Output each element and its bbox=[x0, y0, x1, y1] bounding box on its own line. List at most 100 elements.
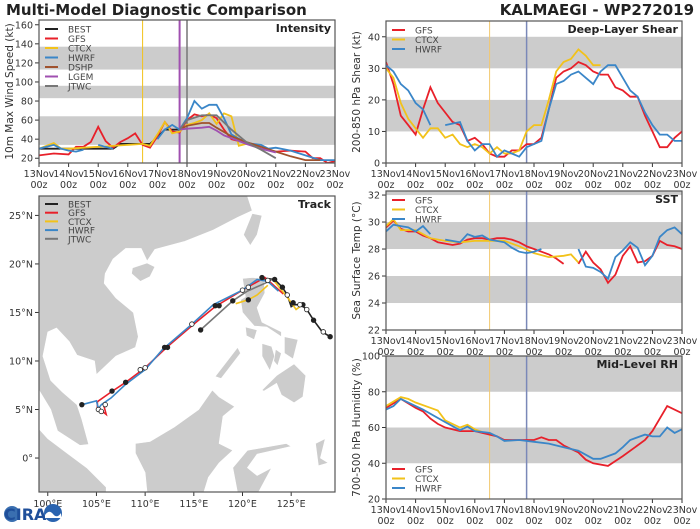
cira-logo: CIRA bbox=[4, 504, 62, 524]
land-polygon bbox=[261, 343, 275, 372]
track-marker bbox=[109, 388, 115, 394]
legend-label: HWRF bbox=[415, 485, 442, 495]
panel-title: Deep-Layer Shear bbox=[567, 23, 678, 36]
y-tick-label: 40 bbox=[21, 135, 33, 146]
track-marker bbox=[239, 287, 246, 293]
x-tick-label-hour: 00z bbox=[407, 347, 424, 358]
y-tick-label: 80 bbox=[21, 97, 33, 108]
intensity-panel: 2040608010012014016013Nov00z14Nov00z15No… bbox=[4, 19, 351, 191]
x-tick-label-date: 19Nov bbox=[548, 336, 579, 347]
x-tick-label-hour: 00z bbox=[644, 516, 661, 525]
x-tick-label-date: 22Nov bbox=[637, 336, 668, 347]
x-tick-label-date: 15Nov bbox=[430, 169, 461, 180]
x-tick-label-date: 18Nov bbox=[172, 169, 203, 180]
land-polygon bbox=[39, 428, 107, 492]
y-tick-label: 32 bbox=[368, 191, 380, 202]
x-tick-label-date: 22Nov bbox=[637, 505, 668, 516]
series-line-gfs bbox=[386, 397, 682, 467]
legend-label: GFS bbox=[415, 197, 433, 207]
legend-label: GFS bbox=[68, 209, 86, 219]
x-tick-label-date: 20Nov bbox=[578, 336, 609, 347]
x-tick-label-date: 19Nov bbox=[548, 169, 579, 180]
land-polygon bbox=[39, 196, 253, 446]
lat-tick-label: 25°N bbox=[9, 211, 33, 222]
panel-title: Mid-Level RH bbox=[596, 358, 678, 371]
land-polygon bbox=[284, 336, 299, 360]
track-marker bbox=[122, 379, 129, 386]
y-tick-label: 20 bbox=[21, 154, 33, 165]
x-tick-label-hour: 00z bbox=[60, 180, 77, 191]
figure-title: Multi-Model Diagnostic Comparison bbox=[6, 1, 307, 19]
x-tick-label-date: 23Nov bbox=[320, 169, 351, 180]
panel-title: SST bbox=[655, 193, 678, 206]
track-marker bbox=[290, 300, 296, 306]
x-tick-label-hour: 00z bbox=[555, 180, 572, 191]
lon-tick-label: 110°E bbox=[131, 499, 160, 510]
legend-label: HWRF bbox=[68, 54, 95, 64]
x-tick-label-hour: 00z bbox=[466, 180, 483, 191]
x-tick-label-date: 21Nov bbox=[607, 336, 638, 347]
y-tick-label: 40 bbox=[368, 459, 380, 470]
shaded-band bbox=[386, 222, 682, 250]
track-marker bbox=[197, 327, 204, 333]
land-polygon bbox=[214, 346, 241, 379]
legend-label: CTCX bbox=[68, 218, 92, 228]
logo-text: CIRA bbox=[4, 505, 47, 524]
y-axis-label: 200-850 hPa Shear (kt) bbox=[351, 31, 363, 153]
lon-tick-label: 125°E bbox=[277, 499, 306, 510]
x-tick-label-date: 13Nov bbox=[371, 505, 402, 516]
x-tick-label-hour: 00z bbox=[437, 347, 454, 358]
lon-tick-label: 100°E bbox=[33, 499, 62, 510]
legend-label: GFS bbox=[68, 35, 86, 45]
x-tick-label-date: 18Nov bbox=[519, 336, 550, 347]
x-tick-label-date: 13Nov bbox=[371, 336, 402, 347]
legend-label: HWRF bbox=[415, 46, 442, 56]
lat-tick-label: 15°N bbox=[9, 308, 33, 319]
x-tick-label-date: 16Nov bbox=[459, 505, 490, 516]
shear-panel: 01020304013Nov00z14Nov00z15Nov00z16Nov00… bbox=[351, 20, 698, 191]
track-marker bbox=[142, 365, 148, 371]
series-line-hwrf bbox=[577, 226, 682, 281]
panel-title: Intensity bbox=[276, 22, 331, 35]
lon-tick-label: 120°E bbox=[228, 499, 257, 510]
y-tick-label: 60 bbox=[21, 116, 33, 127]
x-tick-label-date: 16Nov bbox=[459, 336, 490, 347]
track-panel: 100°E 105°E 110°E 115°E 120°E 125°E 0° 5°N 10°N 1… bbox=[9, 195, 336, 510]
legend-label: CTCX bbox=[415, 475, 439, 485]
x-tick-label-hour: 00z bbox=[407, 516, 424, 525]
legend-label: JTWC bbox=[67, 83, 91, 93]
x-tick-label-hour: 00z bbox=[377, 516, 394, 525]
x-tick-label-date: 18Nov bbox=[519, 169, 550, 180]
x-tick-label-date: 21Nov bbox=[607, 169, 638, 180]
shaded-band bbox=[386, 356, 682, 392]
legend-label: DSHP bbox=[68, 64, 93, 74]
lon-tick-label: 115°E bbox=[179, 499, 208, 510]
x-tick-label-date: 15Nov bbox=[430, 505, 461, 516]
track-marker bbox=[279, 284, 286, 290]
track-marker bbox=[216, 302, 222, 309]
legend-label: LGEM bbox=[68, 73, 93, 83]
x-tick-label-date: 14Nov bbox=[400, 169, 431, 180]
axes-frame bbox=[38, 195, 336, 493]
y-tick-label: 30 bbox=[368, 64, 380, 75]
series-line-hwrf bbox=[386, 397, 682, 460]
track-marker bbox=[189, 321, 195, 327]
x-tick-label-hour: 00z bbox=[466, 347, 483, 358]
sst-panel: 22242628303213Nov00z14Nov00z15Nov00z16No… bbox=[351, 190, 698, 358]
x-tick-label-hour: 00z bbox=[30, 180, 47, 191]
x-tick-label-hour: 00z bbox=[90, 180, 107, 191]
track-marker bbox=[304, 306, 310, 313]
series-line-jtwc bbox=[178, 114, 277, 159]
x-tick-label-date: 21Nov bbox=[260, 169, 291, 180]
x-tick-label-hour: 00z bbox=[297, 180, 314, 191]
track-marker bbox=[320, 329, 327, 335]
x-tick-label-hour: 00z bbox=[496, 516, 513, 525]
x-tick-label-hour: 00z bbox=[585, 516, 602, 525]
x-tick-label-hour: 00z bbox=[267, 180, 284, 191]
shaded-band bbox=[386, 276, 682, 304]
legend-label: HWRF bbox=[415, 216, 442, 226]
track-marker bbox=[259, 274, 265, 281]
axes-frame bbox=[385, 20, 683, 164]
x-tick-label-hour: 00z bbox=[644, 180, 661, 191]
